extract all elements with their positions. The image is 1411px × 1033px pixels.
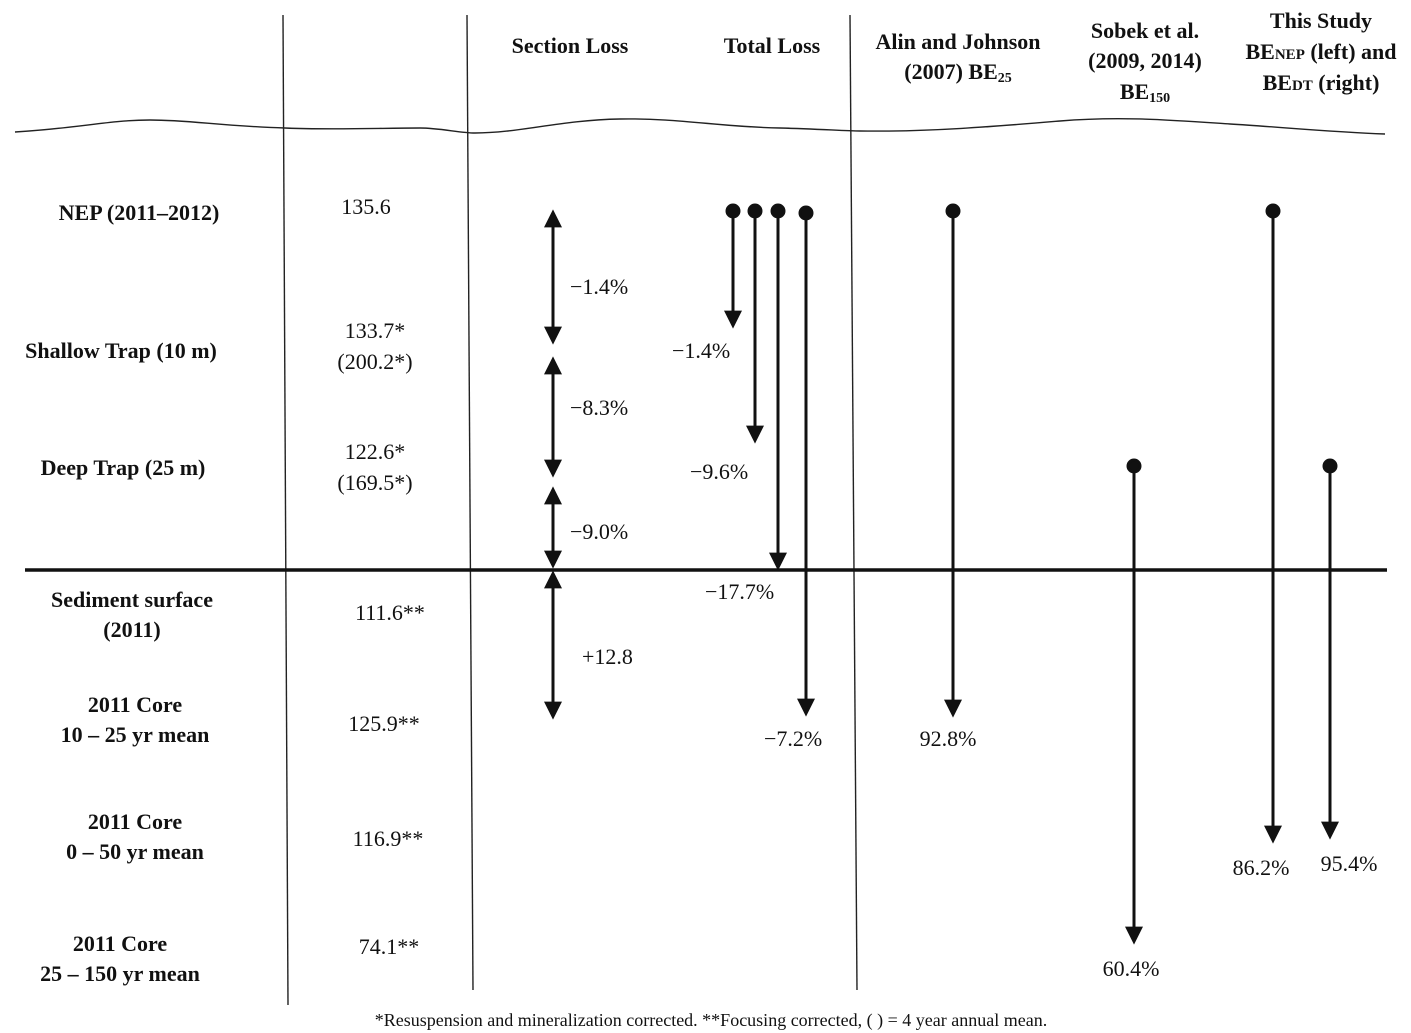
header-total-loss: Total Loss	[723, 33, 821, 58]
total-loss-label-3: −17.7%	[705, 579, 775, 604]
column-divider-3	[849, 14, 858, 991]
total-loss-label-2: −9.6%	[690, 459, 749, 484]
header-sobek-line3: BE150	[1119, 78, 1171, 106]
lake-surface-line	[14, 117, 1386, 135]
header-sobek-line2: (2009, 2014)	[1088, 48, 1202, 74]
column-divider-1	[282, 14, 289, 1006]
column-divider-2	[466, 14, 474, 991]
row-label-deep-trap: Deep Trap (25 m)	[40, 455, 206, 480]
row-value-core-0-50: 116.9**	[352, 826, 424, 851]
study-dt-be-label: 95.4%	[1320, 851, 1378, 876]
header-study-line2: BENEP (left) and	[1245, 39, 1397, 65]
section-loss-label-4: +12.8	[582, 644, 633, 669]
alin-be-label: 92.8%	[919, 726, 977, 751]
header-alin-line1: Alin and Johnson	[875, 29, 1041, 54]
row-label-core-25-150: 2011 Core 25 – 150 yr mean	[40, 931, 200, 987]
header-this-study: This Study BENEP (left) and BEDT (right)	[1245, 5, 1396, 99]
header-section-loss: Section Loss	[511, 33, 629, 58]
row-value-core-25-150: 74.1**	[358, 934, 420, 959]
total-loss-label-4: −7.2%	[764, 726, 823, 751]
study-nep-be-label: 86.2%	[1232, 855, 1290, 880]
sobek-be-label: 60.4%	[1102, 956, 1160, 981]
row-label-core-10-25: 2011 Core 10 – 25 yr mean	[60, 692, 210, 748]
header-sobek: Sobek et al. (2009, 2014) BE150	[1088, 16, 1202, 108]
header-study-line1: This Study	[1269, 8, 1373, 33]
row-value-core-10-25: 125.9**	[348, 711, 420, 736]
row-value-nep: 135.6	[341, 194, 391, 219]
row-label-sediment-surface: Sediment surface (2011)	[51, 587, 213, 643]
header-study-line3: BEDT (right)	[1262, 70, 1380, 96]
row-label-nep: NEP (2011–2012)	[58, 200, 220, 225]
section-loss-label-1: −1.4%	[570, 274, 629, 299]
section-loss-label-2: −8.3%	[570, 395, 629, 420]
section-loss-label-3: −9.0%	[570, 519, 629, 544]
row-value-deep-trap: 122.6* (169.5*)	[337, 439, 413, 495]
footnote: *Resuspension and mineralization correct…	[374, 1010, 1048, 1030]
row-label-core-0-50: 2011 Core 0 – 50 yr mean	[66, 809, 204, 865]
row-label-shallow-trap: Shallow Trap (10 m)	[25, 338, 217, 363]
header-alin-line2: (2007) BE25	[904, 58, 1012, 86]
header-sobek-line1: Sobek et al.	[1090, 18, 1200, 43]
total-loss-arrows	[724, 203, 815, 717]
burial-efficiency-arrows	[944, 203, 1339, 945]
row-value-shallow-trap: 133.7* (200.2*)	[337, 318, 413, 374]
total-loss-label-1: −1.4%	[672, 338, 731, 363]
header-alin-johnson: Alin and Johnson (2007) BE25	[875, 27, 1040, 89]
row-value-sediment-surface: 111.6**	[355, 600, 425, 625]
